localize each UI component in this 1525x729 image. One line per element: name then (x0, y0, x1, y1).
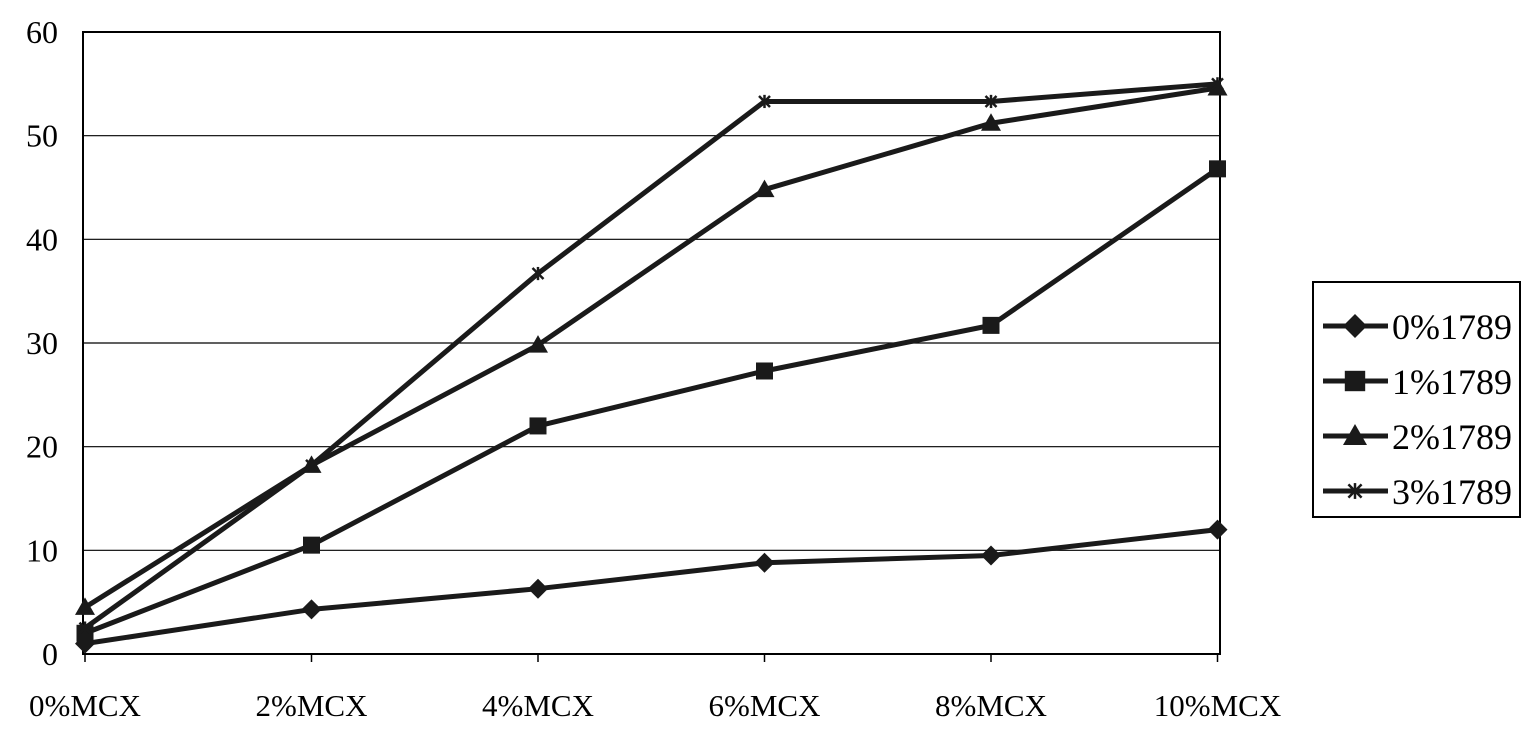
data-point (305, 458, 318, 472)
legend-marker (1347, 483, 1363, 499)
legend-entry: 0%1789 (1323, 307, 1512, 347)
legend-marker (1344, 370, 1366, 392)
y-tick-label: 50 (26, 118, 58, 154)
legend-label: 2%1789 (1392, 417, 1512, 457)
y-tick-label: 10 (26, 532, 58, 568)
x-tick-label: 8%MCX (935, 688, 1047, 723)
series-line (83, 85, 1218, 610)
data-point (1207, 519, 1228, 540)
data-point (301, 599, 322, 620)
data-point (75, 597, 95, 615)
gridlines (83, 135, 1220, 551)
data-point (78, 621, 92, 635)
data-point (984, 94, 998, 109)
legend-label: 0%1789 (1392, 307, 1512, 347)
plot-area (82, 31, 1221, 655)
data-point (531, 266, 545, 281)
series-line (83, 81, 1218, 631)
data-point (529, 417, 547, 435)
x-tick-label: 4%MCX (482, 688, 594, 723)
x-axis-ticks: 0%MCX 2%MCX 4%MCX 6%MCX 8%MCX 10%MCX (29, 654, 1281, 723)
legend-marker (1343, 424, 1367, 445)
data-point (754, 179, 775, 198)
series-group (75, 77, 1228, 654)
x-tick-label: 6%MCX (709, 688, 821, 723)
legend-entry: 2%1789 (1323, 417, 1512, 457)
x-tick-label: 10%MCX (1154, 688, 1281, 723)
y-tick-label: 20 (26, 429, 58, 465)
data-point (1209, 160, 1226, 178)
data-point (758, 94, 771, 109)
series-3%1789 (78, 77, 1224, 635)
y-tick-label: 30 (26, 325, 58, 361)
y-tick-label: 60 (26, 14, 58, 50)
y-tick-label: 40 (26, 221, 58, 257)
data-point (981, 113, 1001, 131)
data-point (982, 316, 1000, 334)
series-line (84, 527, 1218, 647)
x-tick-label: 0%MCX (29, 688, 141, 723)
legend-entry: 1%1789 (1323, 362, 1512, 402)
legend: 0%1789 1%1789 2%1789 3%1789 (1312, 281, 1521, 518)
data-point (528, 578, 548, 599)
x-tick-label: 2%MCX (256, 688, 368, 723)
legend-label: 3%1789 (1392, 472, 1512, 512)
data-point (303, 536, 320, 554)
y-tick-label: 0 (42, 636, 58, 672)
data-point (1211, 77, 1224, 91)
legend-box (1312, 281, 1521, 518)
series-0%1789 (75, 519, 1228, 654)
data-point (981, 545, 1001, 566)
legend-entry: 3%1789 (1323, 472, 1512, 512)
data-point (528, 335, 548, 353)
series-2%1789 (75, 77, 1228, 615)
data-point (756, 362, 773, 380)
legend-label: 1%1789 (1392, 362, 1512, 402)
data-point (754, 552, 775, 573)
y-axis-ticks: 0 10 20 30 40 50 60 (26, 14, 58, 672)
series-1%1789 (76, 160, 1226, 642)
legend-marker (1343, 314, 1367, 338)
series-line (84, 166, 1219, 636)
